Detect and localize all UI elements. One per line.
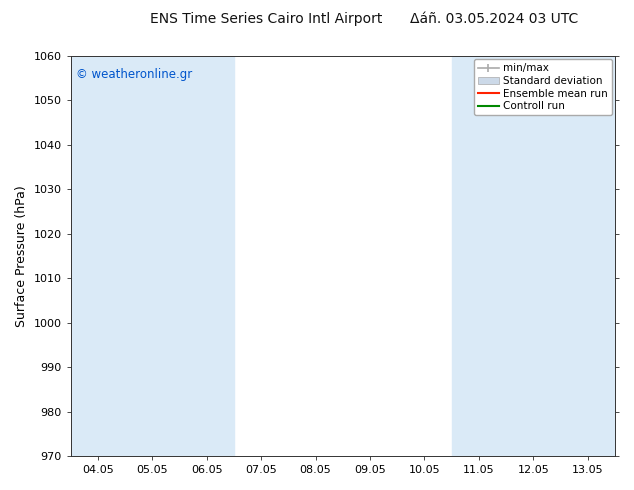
Bar [71,56,234,456]
Text: ENS Time Series Cairo Intl Airport: ENS Time Series Cairo Intl Airport [150,12,382,26]
Y-axis label: Surface Pressure (hPa): Surface Pressure (hPa) [15,185,28,327]
Text: © weatheronline.gr: © weatheronline.gr [76,68,192,81]
Legend: min/max, Standard deviation, Ensemble mean run, Controll run: min/max, Standard deviation, Ensemble me… [474,59,612,115]
Text: Δáñ. 03.05.2024 03 UTC: Δáñ. 03.05.2024 03 UTC [410,12,579,26]
Bar [451,56,615,456]
